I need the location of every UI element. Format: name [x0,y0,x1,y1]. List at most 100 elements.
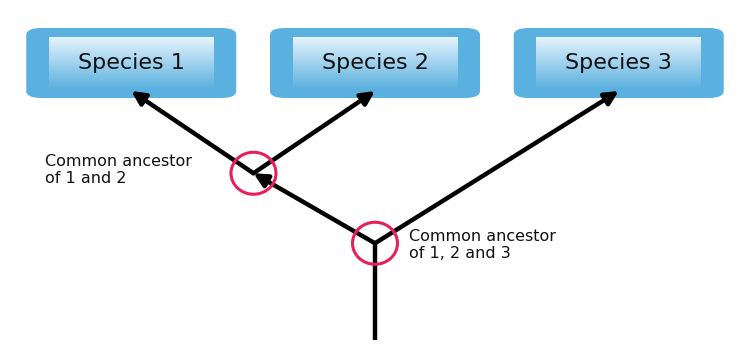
Bar [41,56,221,57]
Bar [285,36,465,37]
Bar [529,73,709,74]
Bar [285,51,465,52]
Bar [285,35,465,36]
Bar [529,74,709,75]
Bar [529,42,709,43]
Bar [529,77,709,78]
Bar [41,46,221,47]
Bar [529,79,709,80]
Bar [41,58,221,60]
Bar [41,73,221,74]
Bar [41,37,221,38]
Bar [285,42,465,43]
Bar [285,38,465,39]
Bar [285,50,465,51]
Bar [529,68,709,69]
Bar [285,57,465,58]
Bar [285,64,465,65]
Text: Species 1: Species 1 [78,53,184,73]
Bar [41,63,221,64]
Bar [529,35,709,36]
Bar [285,61,465,62]
Bar [529,88,709,89]
Bar [285,66,465,67]
Bar [41,72,221,73]
Bar [529,47,709,48]
Bar [285,63,465,64]
Bar [529,85,709,86]
Bar [41,49,221,50]
Bar [529,49,709,50]
Bar [41,35,221,36]
Bar [529,51,709,52]
Bar [41,36,221,37]
Bar [529,84,709,85]
Bar [285,74,465,75]
Bar [529,70,709,71]
Bar [41,48,221,49]
Bar [285,75,465,76]
FancyBboxPatch shape [26,28,236,98]
Bar [41,65,221,66]
Bar [41,44,221,45]
Bar [285,86,465,88]
Bar [285,72,465,73]
Bar [41,43,221,44]
Bar [41,37,221,38]
Bar [41,77,221,78]
Bar [285,82,465,83]
Bar [285,40,465,41]
Bar [285,58,465,60]
Bar [529,66,709,67]
Bar [285,56,465,57]
Bar [41,70,221,71]
Bar [529,61,709,62]
Bar [529,40,709,41]
Bar [285,71,465,72]
Bar [285,80,465,81]
Bar [41,49,221,50]
Bar [529,70,709,71]
Bar [41,89,221,90]
Bar [529,68,709,69]
Bar [529,80,709,81]
Bar [285,58,465,59]
Bar [529,45,709,46]
Bar [529,37,709,38]
Bar [529,43,709,44]
Bar [529,36,709,37]
Bar [41,87,221,88]
Bar [529,58,709,59]
Bar [41,47,221,48]
Bar [285,76,465,77]
Bar [41,61,221,62]
Bar [285,59,465,60]
Bar [529,72,709,74]
Bar [41,61,221,62]
Bar [285,47,465,48]
Bar [285,83,465,84]
Bar [529,35,709,36]
Bar [285,56,465,57]
Bar [529,75,709,76]
Bar [41,75,221,76]
Bar [41,58,221,59]
Bar [529,90,709,91]
Bar [285,68,465,69]
Bar [529,62,709,63]
Bar [285,87,465,88]
Bar [41,86,221,88]
Bar [529,56,709,57]
Bar [285,37,465,38]
Bar [285,55,465,56]
Bar [529,61,709,62]
Bar [41,83,221,84]
Bar [285,89,465,90]
Bar [41,55,221,56]
Bar [529,65,709,66]
Bar [41,89,221,90]
Bar [285,77,465,78]
Bar [529,71,709,72]
Bar [285,49,465,50]
Bar [285,79,465,80]
